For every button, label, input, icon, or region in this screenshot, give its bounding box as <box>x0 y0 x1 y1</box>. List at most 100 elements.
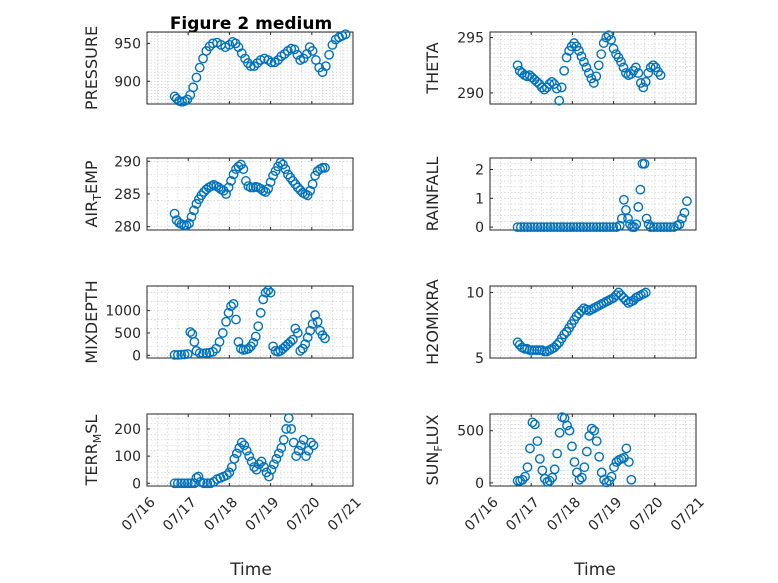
data-point <box>579 462 590 473</box>
data-point <box>633 68 644 78</box>
data-point <box>224 39 235 50</box>
data-point <box>641 213 652 224</box>
data-point <box>184 218 194 229</box>
x-tick-label: 07/16 <box>462 494 502 534</box>
grid-lines <box>146 414 354 486</box>
data-point <box>559 65 570 76</box>
data-point <box>201 348 212 358</box>
data-point <box>576 472 587 483</box>
data-point <box>569 457 580 467</box>
data-point <box>640 287 651 298</box>
data-point <box>228 298 239 309</box>
data-point <box>539 84 550 95</box>
subplot-3: 280 285 290 AIRTEMP <box>82 154 354 236</box>
data-point <box>640 76 651 87</box>
data-point <box>551 83 562 94</box>
data-series <box>512 287 651 357</box>
data-point <box>591 436 602 447</box>
data-point <box>217 328 228 338</box>
grid-lines <box>489 157 697 230</box>
axes-box <box>146 285 354 359</box>
data-point <box>611 457 622 467</box>
data-point <box>226 301 236 312</box>
data-series <box>512 30 666 106</box>
y-tick-label: 0 <box>475 220 484 236</box>
data-point <box>677 213 687 224</box>
data-point <box>281 424 292 434</box>
data-point <box>172 478 183 489</box>
data-point <box>327 39 338 50</box>
data-point <box>340 29 351 40</box>
data-point <box>629 222 640 233</box>
data-point <box>244 451 255 462</box>
data-point <box>286 424 297 434</box>
x-tick-label: 07/20 <box>284 494 324 534</box>
data-point <box>512 222 523 233</box>
data-point <box>588 222 599 233</box>
data-point <box>576 51 587 62</box>
y-tick-label: 500 <box>114 326 141 342</box>
y-axis-label: H2OMIXRA <box>423 279 442 365</box>
x-tick-label: 07/17 <box>503 494 543 534</box>
data-point <box>558 222 569 233</box>
data-point <box>532 436 543 447</box>
data-point <box>248 337 259 348</box>
data-point <box>546 76 557 87</box>
data-point <box>601 477 612 488</box>
data-series <box>169 29 351 107</box>
y-tick-label: 10 <box>466 286 484 302</box>
data-point <box>623 213 633 224</box>
data-point <box>233 161 244 172</box>
data-series <box>169 413 319 489</box>
data-point <box>202 478 213 489</box>
data-point <box>601 32 612 43</box>
data-point <box>271 453 282 464</box>
data-point <box>182 349 193 359</box>
y-tick-label: 290 <box>114 154 141 170</box>
subplot-6: 5 10 H2OMIXRA <box>423 279 697 367</box>
data-point <box>598 222 609 233</box>
x-tick-label: 07/18 <box>544 494 584 534</box>
data-point <box>618 62 629 73</box>
data-point <box>588 78 599 88</box>
data-point <box>181 220 192 231</box>
data-point <box>596 49 607 60</box>
data-point <box>616 57 626 67</box>
data-point <box>562 222 572 233</box>
data-point <box>517 474 528 485</box>
y-tick-label: 0 <box>475 476 484 492</box>
data-point <box>658 222 669 233</box>
data-point <box>189 337 200 347</box>
data-point <box>185 327 196 337</box>
data-point <box>532 76 542 87</box>
data-point <box>193 471 204 482</box>
data-point <box>226 176 236 186</box>
data-point <box>306 437 316 448</box>
data-point <box>191 72 202 83</box>
data-point <box>240 176 251 186</box>
data-point <box>320 162 330 173</box>
data-point <box>606 471 617 482</box>
data-point <box>522 222 533 233</box>
data-point <box>324 49 335 60</box>
data-point <box>305 185 316 196</box>
data-point <box>179 478 190 489</box>
data-point <box>292 328 303 338</box>
data-point <box>253 321 264 332</box>
x-axis-label-right: Time <box>573 560 616 580</box>
data-point <box>249 61 260 72</box>
data-point <box>265 287 276 298</box>
data-point <box>302 332 313 343</box>
axes-box <box>489 31 697 105</box>
data-point <box>626 474 637 485</box>
data-point <box>549 342 560 353</box>
data-point <box>609 462 619 473</box>
y-tick-label: 950 <box>114 36 141 52</box>
y-tick-label: 290 <box>457 86 484 102</box>
data-point <box>559 329 570 340</box>
data-point <box>652 222 663 233</box>
y-tick-label: 295 <box>457 31 484 47</box>
data-point <box>263 183 274 194</box>
data-point <box>295 345 306 356</box>
